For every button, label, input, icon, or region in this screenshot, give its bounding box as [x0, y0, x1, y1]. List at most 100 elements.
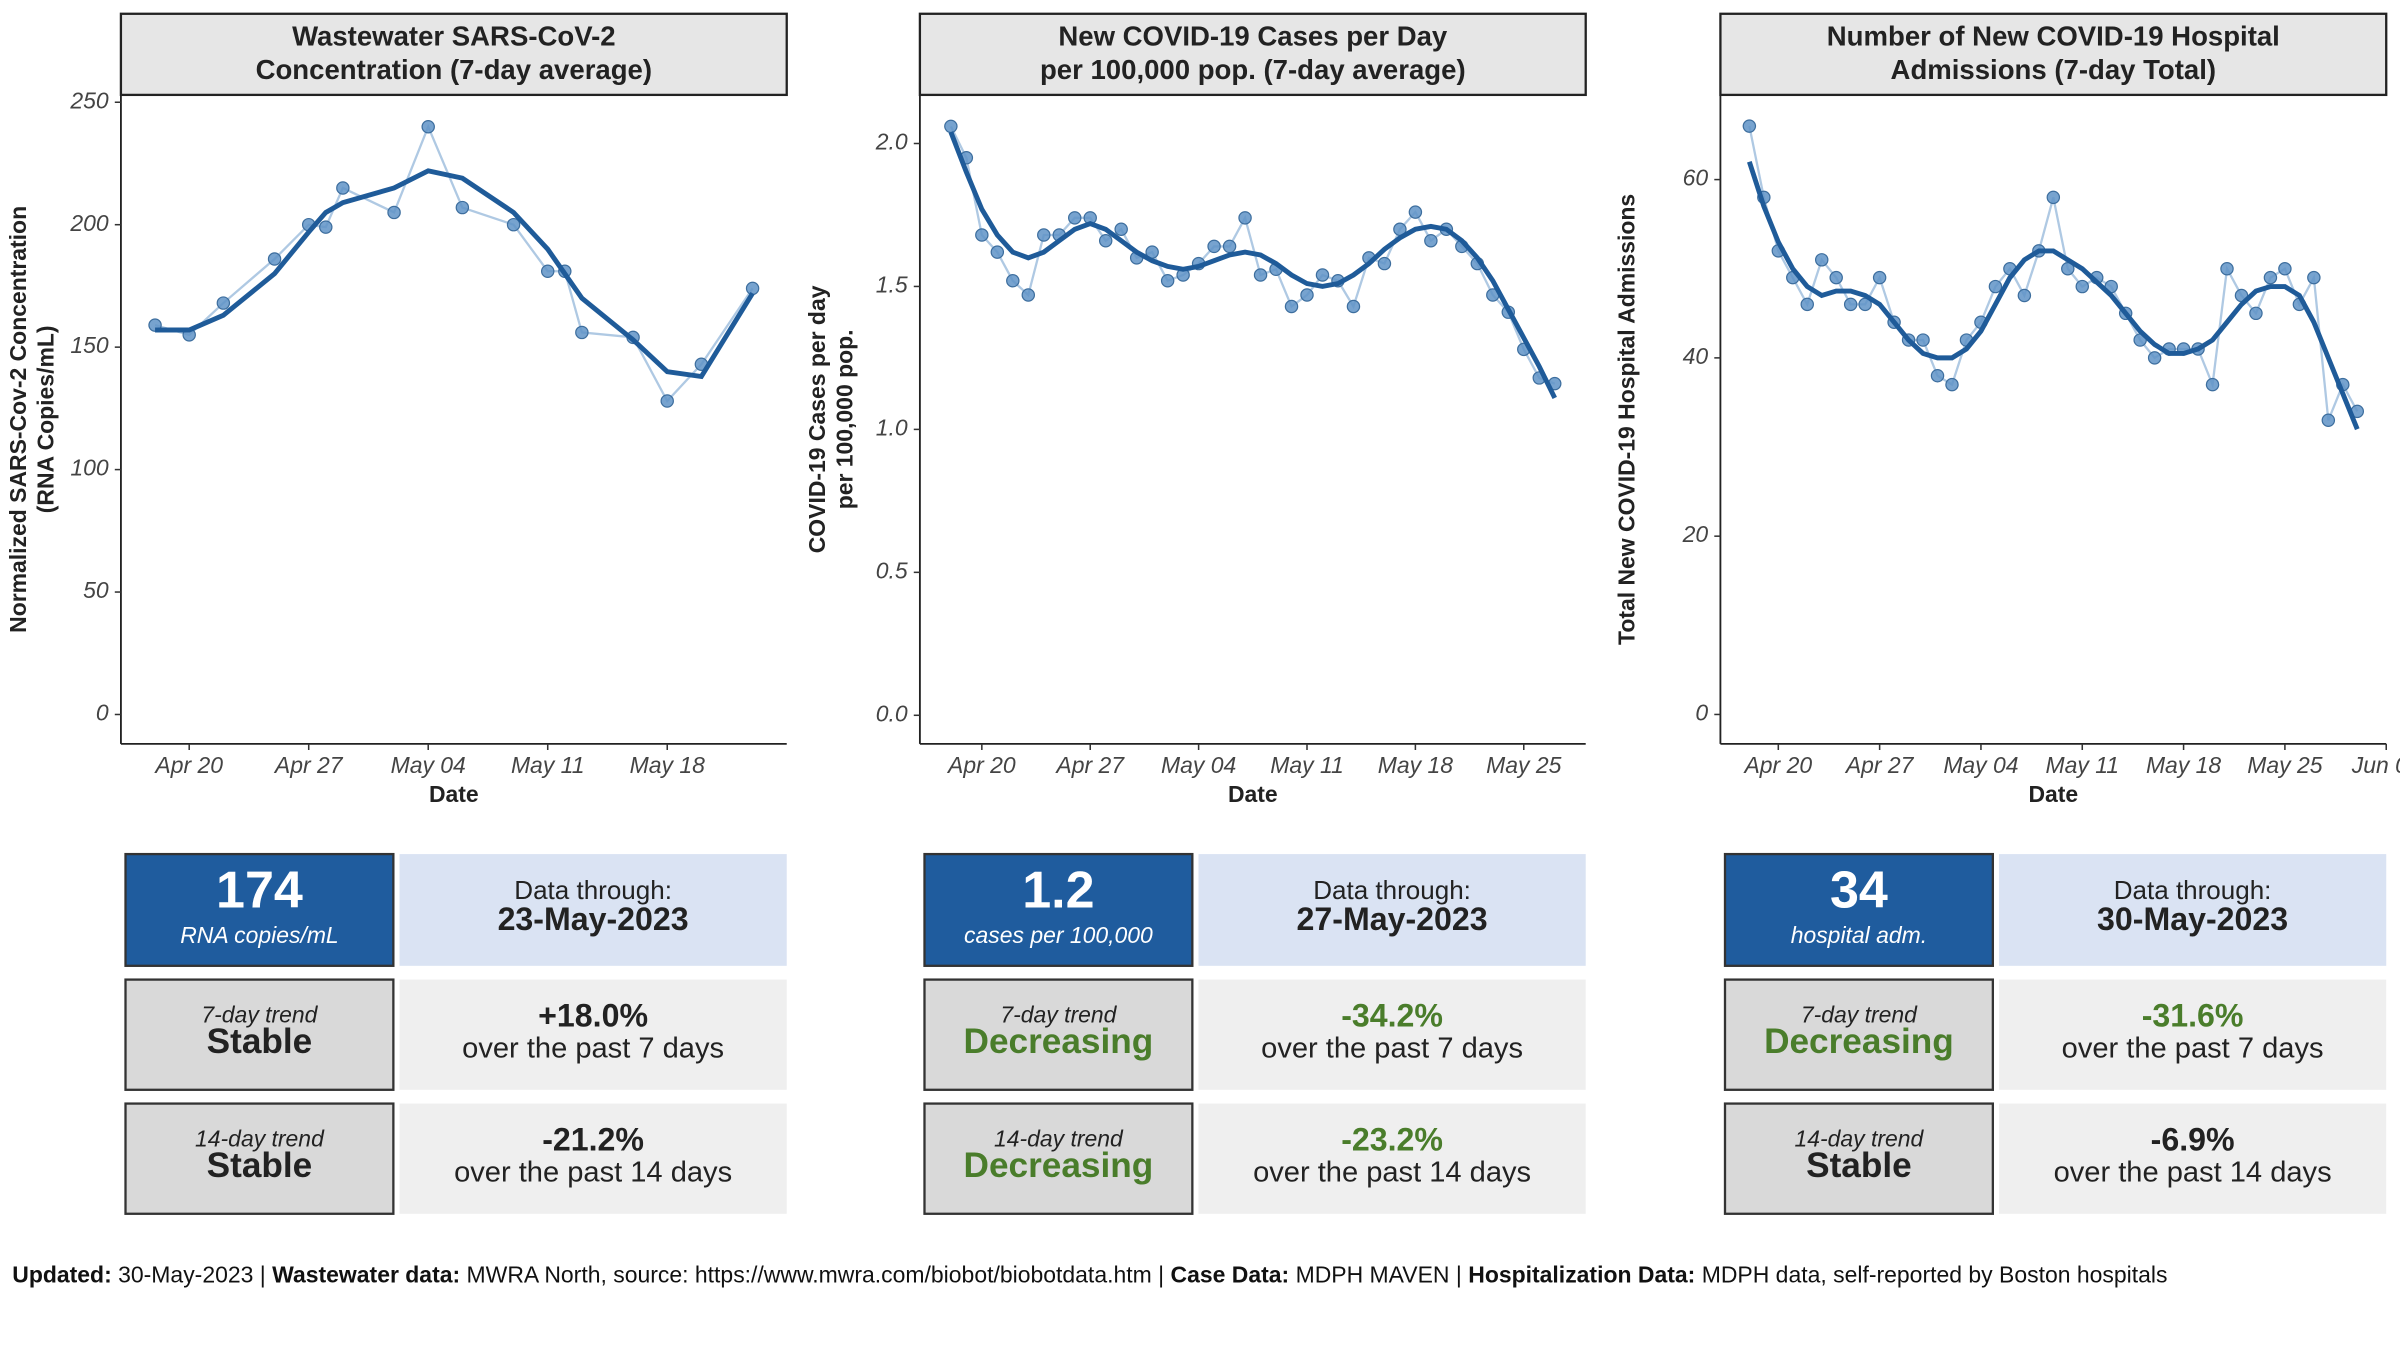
- change-box: [1198, 979, 1586, 1090]
- through-label: Data through:: [514, 875, 672, 905]
- y-tick-label: 200: [69, 210, 109, 236]
- x-tick-label: May 18: [2146, 752, 2221, 778]
- y-tick-label: 150: [70, 332, 109, 358]
- value-unit: hospital adm.: [1791, 922, 1927, 948]
- data-point: [1207, 239, 1221, 254]
- data-point: [1098, 233, 1113, 248]
- data-point: [990, 245, 1005, 259]
- data-point: [421, 120, 435, 134]
- y-tick-label: 20: [1682, 521, 1709, 547]
- footer-value: |: [1455, 1262, 1462, 1289]
- trend-period: over the past 14 days: [2054, 1157, 2332, 1189]
- data-point: [975, 228, 989, 242]
- data-point: [1945, 377, 1959, 392]
- trend-status: Decreasing: [1764, 1022, 1954, 1061]
- data-point: [1037, 228, 1051, 242]
- trend-box: [923, 978, 1194, 1091]
- chart-title: Wastewater SARS-CoV-2: [292, 21, 616, 52]
- footer-value: MDPH MAVEN: [1295, 1262, 1450, 1289]
- data-point: [1800, 297, 1814, 312]
- y-tick-label: 250: [69, 87, 109, 113]
- trend-status: Stable: [207, 1146, 313, 1185]
- data-point: [506, 217, 521, 232]
- headline-value: 34: [1830, 862, 1888, 920]
- x-tick-label: May 04: [1943, 752, 2018, 778]
- data-point: [2075, 279, 2089, 294]
- through-date: 27-May-2023: [1297, 901, 1488, 937]
- chart-title: Concentration (7-day average): [256, 54, 652, 85]
- data-point: [1114, 222, 1128, 237]
- trend-change: +18.0%: [538, 997, 648, 1033]
- footer-value: MDPH data, self-reported by Boston hospi…: [1701, 1262, 2168, 1289]
- data-point: [1238, 211, 1252, 225]
- data-point: [1160, 273, 1175, 288]
- data-point: [455, 200, 470, 215]
- y-tick-label: 40: [1683, 343, 1709, 369]
- title-box: [918, 12, 1587, 97]
- footer-value: |: [1158, 1262, 1165, 1289]
- change-box: [1998, 979, 2387, 1090]
- data-point: [2263, 270, 2278, 285]
- data-point: [1843, 297, 1858, 312]
- x-tick-label: Apr 20: [1743, 752, 1813, 778]
- x-tick-label: Apr 27: [1844, 752, 1915, 778]
- data-point: [1021, 288, 1036, 302]
- date-box: [1998, 854, 2387, 966]
- data-point: [2147, 351, 2162, 365]
- trend-change: -34.2%: [1341, 997, 1443, 1033]
- value-box: [923, 852, 1194, 967]
- data-point: [2278, 261, 2292, 276]
- y-tick-label: 60: [1683, 165, 1709, 191]
- trend-status: Stable: [207, 1022, 313, 1061]
- y-axis-label: COVID-19 Cases per day: [804, 285, 830, 553]
- data-point: [2046, 190, 2061, 205]
- x-tick-label: May 25: [1486, 752, 1561, 778]
- data-point: [267, 252, 282, 266]
- data-point: [2017, 288, 2032, 303]
- trend-status: Stable: [1806, 1146, 1912, 1185]
- x-tick-label: Apr 20: [153, 752, 223, 778]
- x-tick-label: May 18: [630, 752, 705, 778]
- data-point: [2205, 377, 2220, 392]
- trend-period: over the past 7 days: [1261, 1033, 1523, 1065]
- value-unit: RNA copies/mL: [180, 922, 338, 948]
- value-box: [1723, 852, 1995, 967]
- data-point: [1346, 299, 1361, 314]
- x-tick-label: Apr 27: [273, 752, 344, 778]
- data-point: [1916, 333, 1930, 347]
- footer-key: Case Data:: [1170, 1262, 1290, 1289]
- trend-period: over the past 7 days: [462, 1033, 724, 1065]
- footer-key: Wastewater data:: [272, 1262, 461, 1289]
- x-tick-label: May 25: [2247, 752, 2322, 778]
- trend-box: [124, 978, 395, 1091]
- data-point: [745, 281, 760, 296]
- data-point: [1814, 253, 1829, 267]
- trend-change: -23.2%: [1341, 1121, 1443, 1157]
- data-point: [1315, 268, 1330, 282]
- date-box: [1198, 854, 1586, 966]
- y-tick-label: 1.5: [876, 272, 908, 298]
- footer-value: 30-May-2023: [118, 1262, 254, 1289]
- headline-value: 174: [216, 862, 303, 920]
- y-axis-label: Total New COVID-19 Hospital Admissions: [1614, 194, 1640, 645]
- trend-period: over the past 7 days: [2062, 1033, 2324, 1065]
- data-point: [660, 394, 674, 408]
- x-tick-label: Jun 01: [2351, 752, 2400, 778]
- data-point: [319, 220, 333, 234]
- y-axis-label: Normalized SARS-Cov-2 Concentration: [5, 206, 31, 633]
- x-tick-label: May 11: [1270, 752, 1344, 778]
- y-tick-label: 0: [96, 700, 109, 726]
- data-point: [2249, 306, 2263, 321]
- data-point: [1872, 270, 1887, 285]
- through-date: 23-May-2023: [498, 901, 689, 937]
- change-box: [1198, 1103, 1586, 1214]
- footer-key: Updated:: [12, 1262, 112, 1289]
- data-point: [1930, 368, 1945, 383]
- data-point: [1408, 205, 1423, 219]
- data-point: [1253, 268, 1268, 282]
- y-axis-label: (RNA Copies/mL): [33, 326, 59, 514]
- data-point: [1222, 239, 1237, 254]
- y-tick-label: 0.0: [876, 700, 908, 726]
- x-tick-label: May 11: [511, 752, 585, 778]
